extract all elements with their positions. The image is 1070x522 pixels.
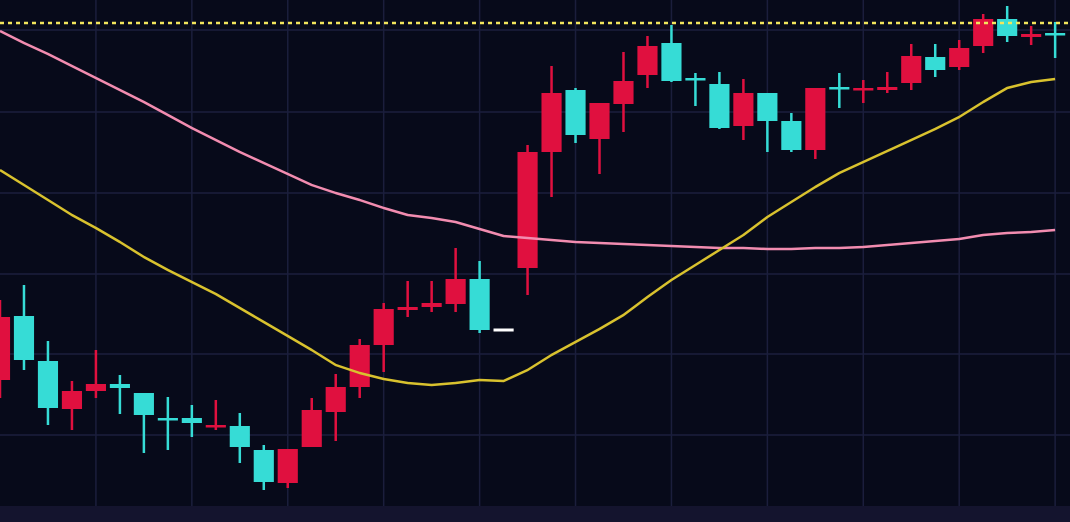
candle-body (37, 361, 59, 408)
candle-body (637, 46, 658, 75)
candle-body (997, 19, 1018, 36)
candle-body (157, 418, 178, 421)
candle-body (757, 93, 778, 121)
candle-body (853, 88, 874, 91)
candle-body (685, 78, 706, 81)
candle-body (301, 410, 322, 447)
candle-body (229, 426, 250, 447)
moving-average-line (0, 77, 1056, 387)
candle-body (253, 450, 274, 482)
candle-body (565, 90, 586, 135)
candle-body (277, 449, 298, 483)
candle-body (925, 57, 946, 70)
candle-body (1021, 34, 1042, 37)
moving-average-line (0, 29, 1056, 251)
candle-body (61, 391, 83, 409)
candle-body (325, 387, 346, 412)
candle-body (373, 309, 394, 345)
candle-body (541, 93, 562, 152)
candle-body (901, 56, 922, 83)
candle-body (877, 87, 898, 90)
candle-body (589, 103, 610, 139)
candle-body (0, 317, 11, 380)
candle-body (181, 418, 202, 423)
candle-body (109, 384, 130, 388)
candle-body (1045, 33, 1066, 36)
candle-body (421, 303, 442, 307)
candle-body (949, 48, 970, 67)
candle-body (805, 88, 826, 150)
candle-body (13, 316, 35, 360)
candle-body (517, 152, 538, 268)
candle-body (709, 84, 730, 128)
candle-body (205, 425, 226, 428)
candle-body (661, 43, 682, 81)
candle-body (829, 87, 850, 90)
candle-body (349, 345, 370, 387)
candle-body (85, 384, 106, 391)
candle-body (613, 81, 634, 104)
candle-body (781, 121, 802, 150)
candle-body (733, 93, 754, 126)
candle-body (397, 307, 418, 310)
candle-body (445, 279, 466, 304)
candle-body (973, 19, 994, 46)
bottom-bar (0, 506, 1070, 522)
candle-body (469, 279, 490, 330)
candle-body (133, 393, 154, 415)
